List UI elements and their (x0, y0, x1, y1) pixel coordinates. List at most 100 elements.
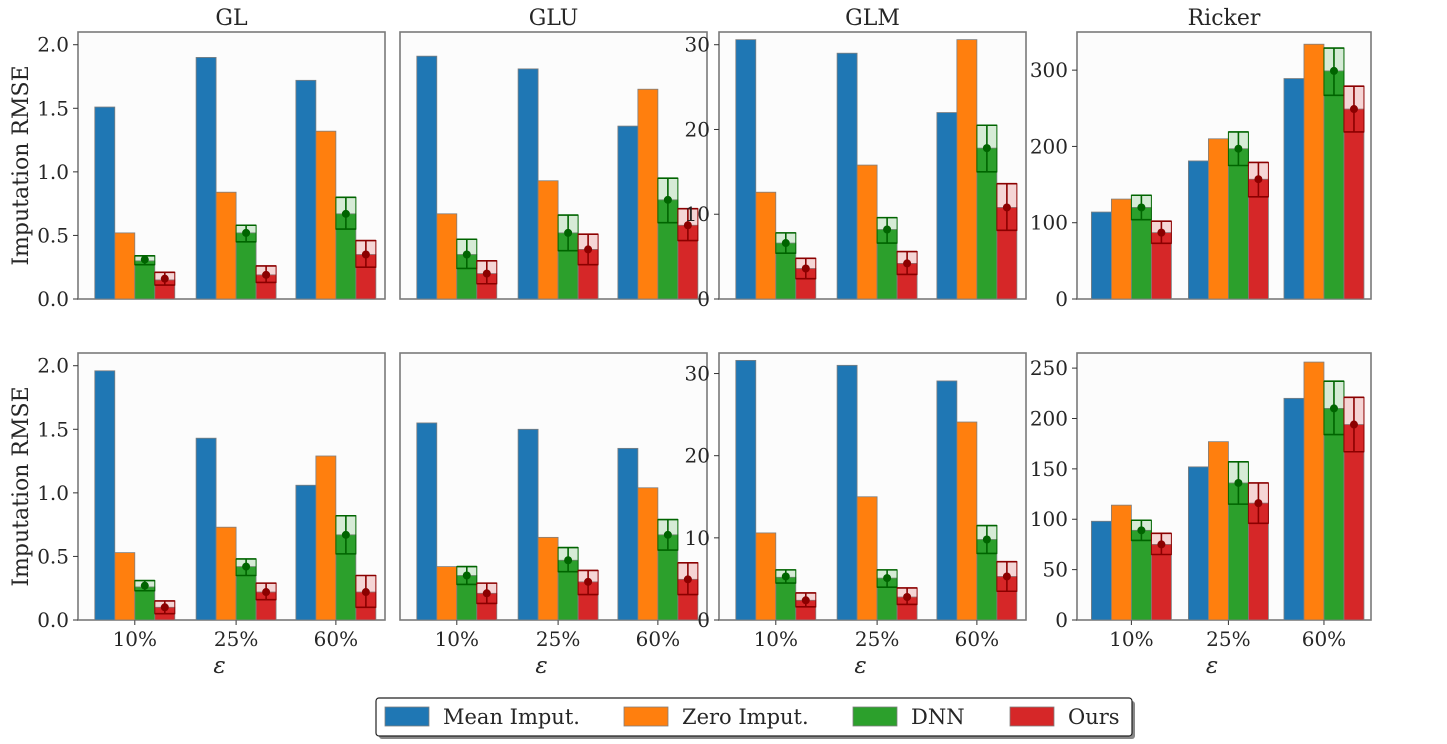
bar-zero-imput-25pct (537, 536, 559, 621)
y-tick-label: 0.0 (37, 287, 69, 311)
y-tick-label: 0.0 (37, 608, 69, 632)
bar-zero-imput-60pct (637, 487, 659, 621)
bar-zero-imput-25pct (537, 180, 559, 300)
mean-marker (1157, 228, 1166, 237)
mean-marker (462, 571, 471, 580)
panel-title: GL (215, 6, 248, 31)
bar-zero-imput-60pct (315, 455, 337, 621)
x-axis-label: ε (535, 653, 547, 679)
y-tick-label: 1.0 (37, 160, 69, 184)
mean-marker (781, 239, 790, 248)
mean-marker (160, 274, 169, 283)
y-tick-label: 30 (685, 362, 710, 386)
mean-marker (982, 144, 991, 153)
y-tick-label: 30 (685, 33, 710, 57)
legend-swatch (623, 706, 669, 727)
y-tick-label: 100 (1030, 507, 1068, 531)
mean-marker (1234, 478, 1243, 487)
mean-marker (663, 195, 672, 204)
bar-zero-imput-60pct (1303, 361, 1325, 621)
y-tick-label: 0 (1055, 287, 1068, 311)
bar-dnn-25pct (235, 232, 257, 300)
mean-marker (341, 530, 350, 539)
bar-dnn-10pct (134, 586, 156, 621)
y-axis-label: Imputation RMSE (9, 65, 34, 265)
y-tick-label: 10 (685, 202, 710, 226)
bar-zero-imput-10pct (114, 232, 136, 300)
y-tick-label: 200 (1030, 406, 1068, 430)
mean-marker (564, 228, 573, 237)
mean-marker (242, 562, 251, 571)
bar-mean-imput-10pct (94, 106, 116, 300)
panel-8: 0 50 100 150 200 250 10% 25% 60% ε (1030, 352, 1372, 679)
bar-mean-imput-10pct (735, 39, 757, 300)
mean-marker (1137, 203, 1146, 212)
legend-swatch (1009, 706, 1055, 727)
bar-zero-imput-10pct (755, 532, 777, 621)
y-tick-label: 2.0 (37, 354, 69, 378)
legend-label: Ours (1068, 705, 1120, 729)
panel-2: GLU (399, 6, 708, 300)
bar-mean-imput-10pct (94, 370, 116, 621)
bar-zero-imput-25pct (1208, 138, 1229, 300)
x-tick-label: 10% (754, 627, 798, 651)
mean-marker (1002, 572, 1011, 581)
y-tick-label: 0.5 (37, 544, 69, 568)
bar-ours-10pct (1150, 544, 1172, 621)
mean-marker (361, 250, 370, 259)
y-tick-label: 20 (685, 117, 710, 141)
y-tick-label: 10 (685, 526, 710, 550)
y-tick-label: 1.0 (37, 481, 69, 505)
bar-zero-imput-60pct (637, 88, 659, 300)
bar-zero-imput-60pct (315, 130, 337, 300)
mean-marker (482, 589, 491, 598)
x-axis-label: ε (854, 653, 866, 679)
legend: Mean Imput. Zero Imput. DNN Ours (375, 697, 1135, 739)
mean-marker (982, 535, 991, 544)
y-tick-label: 1.5 (37, 417, 69, 441)
mean-marker (564, 556, 573, 565)
mean-marker (801, 264, 810, 273)
bar-dnn-60pct (1323, 408, 1345, 621)
legend-label: Mean Imput. (443, 705, 580, 729)
x-tick-label: 25% (1206, 627, 1250, 651)
y-tick-label: 50 (1043, 558, 1068, 582)
bar-dnn-10pct (1130, 529, 1152, 621)
legend-box (375, 697, 1133, 737)
mean-marker (781, 572, 790, 581)
panel-6: 10% 25% 60% ε (399, 352, 708, 679)
panel-title: GLU (529, 6, 579, 31)
x-tick-label: 25% (536, 627, 580, 651)
legend-label: DNN (911, 705, 965, 729)
legend-swatch (852, 706, 898, 727)
mean-marker (1329, 66, 1338, 75)
y-tick-label: 200 (1030, 134, 1068, 158)
mean-marker (1329, 404, 1338, 413)
bar-zero-imput-10pct (114, 552, 136, 621)
legend-label: Zero Imput. (682, 705, 809, 729)
mean-marker (160, 603, 169, 612)
bar-mean-imput-25pct (1188, 160, 1209, 300)
y-tick-label: 0 (1055, 608, 1068, 632)
x-tick-label: 60% (636, 627, 680, 651)
bar-zero-imput-60pct (1303, 43, 1325, 300)
bar-mean-imput-60pct (936, 112, 958, 300)
mean-marker (584, 245, 593, 254)
bar-zero-imput-60pct (956, 39, 978, 300)
mean-marker (462, 250, 471, 259)
y-tick-label: 0 (697, 287, 710, 311)
mean-marker (1254, 175, 1263, 184)
bar-zero-imput-10pct (436, 566, 458, 621)
bar-ours-60pct (1343, 424, 1365, 621)
bar-zero-imput-10pct (1110, 504, 1132, 621)
x-tick-label: 60% (1302, 627, 1346, 651)
mean-marker (1137, 526, 1146, 535)
y-axis-label: Imputation RMSE (9, 386, 34, 586)
bar-zero-imput-60pct (956, 421, 978, 621)
bar-zero-imput-25pct (856, 496, 878, 621)
mean-marker (1349, 420, 1358, 429)
bar-mean-imput-60pct (617, 125, 639, 300)
y-tick-label: 250 (1030, 356, 1068, 380)
mean-marker (1254, 499, 1263, 508)
